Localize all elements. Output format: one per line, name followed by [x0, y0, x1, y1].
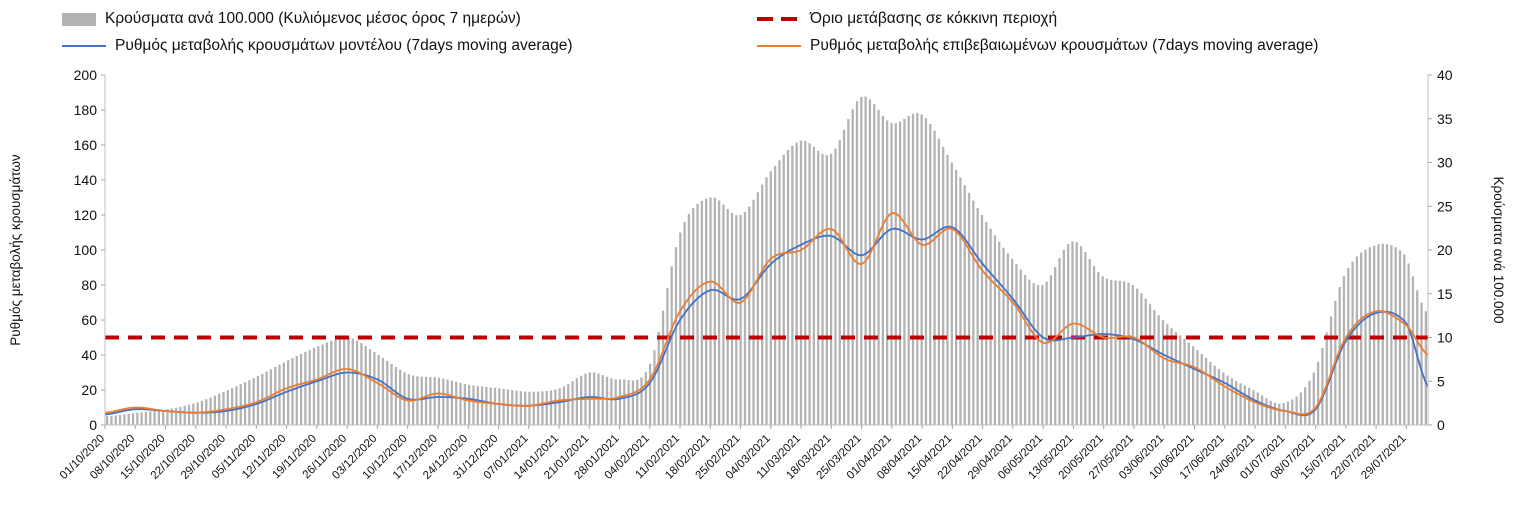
confirmed-line — [104, 212, 1429, 416]
left-tick-label: 200 — [74, 67, 98, 83]
legend-label-bars: Κρούσματα ανά 100.000 (Κυλιόμενος μέσος … — [105, 10, 521, 27]
dashed-line-swatch-icon — [757, 17, 801, 21]
left-tick-label: 20 — [81, 382, 97, 398]
left-tick-label: 140 — [74, 172, 98, 188]
left-axis-ticks: 0 20 40 60 80 100 120 140 160 180 200 — [74, 67, 105, 433]
left-tick-label: 40 — [81, 347, 97, 363]
legend-label-confirmed: Ρυθμός μεταβολής επιβεβαιωμένων κρουσμάτ… — [810, 37, 1319, 54]
right-tick-label: 20 — [1437, 242, 1453, 258]
legend-item-model: Ρυθμός μεταβολής κρουσμάτων μοντέλου (7d… — [62, 37, 573, 55]
left-tick-label: 180 — [74, 102, 98, 118]
bars-series — [106, 96, 1427, 426]
legend-label-model: Ρυθμός μεταβολής κρουσμάτων μοντέλου (7d… — [115, 37, 573, 54]
bar-swatch-icon — [62, 12, 96, 26]
left-tick-label: 60 — [81, 312, 97, 328]
right-tick-label: 35 — [1437, 111, 1453, 127]
legend-item-threshold: Όριο μετάβασης σε κόκκινη περιοχή — [757, 10, 1057, 28]
right-tick-label: 40 — [1437, 67, 1453, 83]
left-tick-label: 160 — [74, 137, 98, 153]
legend-label-threshold: Όριο μετάβασης σε κόκκινη περιοχή — [810, 10, 1058, 27]
legend-item-confirmed: Ρυθμός μεταβολής επιβεβαιωμένων κρουσμάτ… — [757, 37, 1318, 55]
left-tick-label: 0 — [89, 417, 97, 433]
right-tick-label: 30 — [1437, 155, 1453, 171]
right-tick-label: 0 — [1437, 417, 1445, 433]
left-tick-label: 100 — [74, 242, 98, 258]
blue-line-swatch-icon — [62, 45, 106, 47]
right-tick-label: 15 — [1437, 286, 1453, 302]
x-axis-ticks: 01/10/202008/10/202015/10/202022/10/2020… — [58, 425, 1409, 482]
left-tick-label: 80 — [81, 277, 97, 293]
legend-item-bars: Κρούσματα ανά 100.000 (Κυλιόμενος μέσος … — [62, 10, 521, 28]
right-tick-label: 10 — [1437, 330, 1453, 346]
orange-line-swatch-icon — [757, 45, 801, 47]
right-tick-label: 25 — [1437, 198, 1453, 214]
right-axis-ticks: 0 5 10 15 20 25 30 35 40 — [1428, 67, 1453, 433]
right-tick-label: 5 — [1437, 373, 1445, 389]
left-tick-label: 120 — [74, 207, 98, 223]
